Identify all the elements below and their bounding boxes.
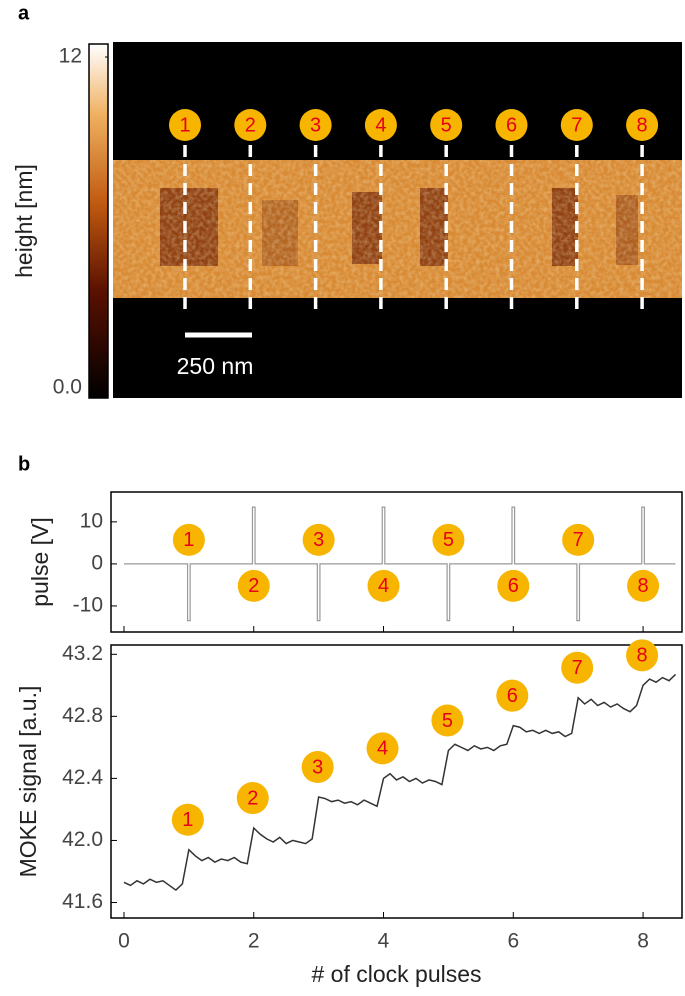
badge [237, 569, 270, 602]
badge-label: 2 [245, 114, 256, 136]
wire-texture [113, 160, 682, 298]
badge [562, 523, 595, 556]
y-axis-label: pulse [V] [27, 517, 53, 607]
badge-label: 8 [638, 575, 649, 597]
badge-label: 2 [248, 575, 259, 597]
x-tick-label: 8 [637, 930, 649, 953]
panel-label: a [18, 2, 30, 24]
badge [236, 782, 269, 815]
x-tick-label: 4 [378, 930, 390, 953]
badge-label: 3 [310, 114, 321, 136]
badge [366, 732, 399, 765]
y-axis-label: MOKE signal [a.u.] [15, 686, 41, 878]
badge-label: 5 [443, 529, 454, 551]
badge [169, 109, 201, 141]
badge [171, 803, 204, 836]
y-tick-label: 41.6 [62, 890, 103, 913]
badge-label: 7 [571, 114, 582, 136]
badge-label: 4 [377, 738, 388, 760]
badge [626, 639, 659, 672]
badge-label: 6 [508, 575, 519, 597]
x-tick-label: 0 [118, 930, 130, 953]
badge [302, 523, 335, 556]
x-axis-label: # of clock pulses [311, 961, 481, 987]
badge-label: 4 [375, 114, 386, 136]
badge-label: 4 [378, 575, 389, 597]
x-tick-label: 6 [507, 930, 519, 953]
badge [172, 523, 205, 556]
x-tick-label: 2 [248, 930, 260, 953]
y-tick-label: 43.2 [62, 642, 103, 665]
scale-bar-label: 250 nm [177, 353, 254, 379]
y-tick-label: 42.4 [62, 766, 103, 789]
badge [560, 109, 593, 141]
badge [626, 109, 659, 141]
y-tick-label: 0 [91, 551, 103, 574]
badge [234, 109, 267, 141]
badge [432, 523, 465, 556]
y-tick-label: 10 [80, 509, 103, 532]
badge [561, 651, 594, 684]
badge-label: 3 [312, 756, 323, 778]
panel-label: b [18, 453, 30, 475]
badge-label: 7 [573, 529, 584, 551]
plot-frame [110, 491, 683, 633]
badge [495, 109, 528, 141]
badge-label: 5 [441, 114, 452, 136]
y-tick-label: 42.8 [62, 704, 103, 727]
badge-label: 3 [313, 529, 324, 551]
badge [627, 569, 660, 602]
badge [364, 109, 397, 141]
colorbar-tick-label: 0.0 [53, 376, 82, 399]
badge [430, 109, 463, 141]
badge [299, 109, 332, 141]
y-tick-label: 42.0 [62, 828, 103, 851]
colorbar-tick-label: 12 [59, 45, 82, 68]
plot-frame [110, 644, 683, 919]
badge [497, 569, 530, 602]
badge [367, 569, 400, 602]
badge-label: 6 [507, 685, 518, 707]
colorbar [88, 43, 109, 399]
badge-label: 1 [183, 529, 194, 551]
badge [431, 704, 464, 737]
badge-label: 7 [572, 657, 583, 679]
badge-label: 1 [182, 809, 193, 831]
badge-label: 5 [442, 710, 453, 732]
badge [301, 751, 334, 784]
data-line [123, 673, 677, 892]
badge-label: 2 [247, 787, 258, 809]
badge-label: 1 [179, 114, 190, 136]
data-line [123, 506, 676, 622]
badge [496, 679, 529, 712]
colorbar-label: height [nm] [11, 164, 37, 278]
badge-label: 8 [637, 645, 648, 667]
badge-label: 6 [506, 114, 517, 136]
y-tick-label: -10 [73, 593, 103, 616]
badge-label: 8 [637, 114, 648, 136]
